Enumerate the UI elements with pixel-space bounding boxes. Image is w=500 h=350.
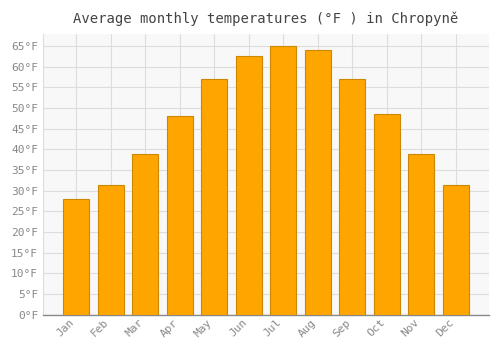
Bar <box>304 50 330 315</box>
Bar <box>442 184 468 315</box>
Title: Average monthly temperatures (°F ) in Chropyně: Average monthly temperatures (°F ) in Ch… <box>74 11 458 26</box>
Bar <box>270 46 296 315</box>
Bar <box>339 79 365 315</box>
Bar <box>408 154 434 315</box>
Bar <box>374 114 400 315</box>
Bar <box>236 56 262 315</box>
Bar <box>98 184 124 315</box>
Bar <box>132 154 158 315</box>
Bar <box>201 79 227 315</box>
Bar <box>166 116 192 315</box>
Bar <box>63 199 89 315</box>
